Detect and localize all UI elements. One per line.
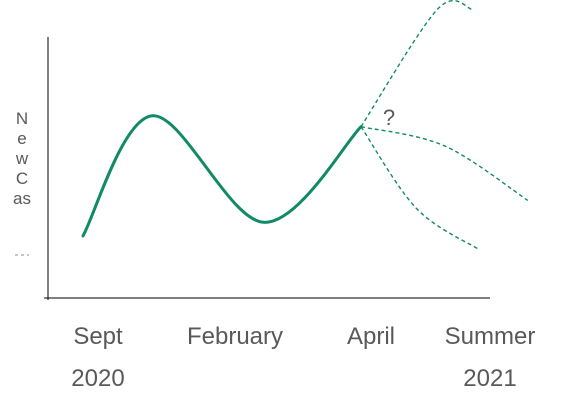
y-axis-label-char: C: [16, 169, 28, 188]
x-tick-label: April: [347, 323, 395, 350]
x-tick-label-year: 2020: [71, 365, 124, 392]
axes: [44, 37, 490, 300]
projection-line-2: [360, 126, 529, 201]
x-tick-label: Sept: [73, 323, 123, 350]
question-annotation: ?: [383, 105, 395, 130]
y-axis-label-char: N: [16, 109, 28, 128]
x-tick-label-year: 2021: [463, 365, 516, 392]
projection-line-3: [360, 126, 480, 251]
series-layer: [81, 0, 529, 251]
x-tick-labels: Sept 2020 February April Summer 2021: [71, 323, 535, 392]
y-axis-label-char: e: [17, 129, 26, 148]
projection-line-1: [360, 0, 473, 128]
x-tick-label: February: [187, 323, 283, 350]
observed-cases-line: [81, 114, 363, 238]
x-tick-label: Summer: [445, 323, 536, 350]
y-axis-label-char: as: [13, 189, 31, 208]
y-axis-label-char: w: [15, 149, 29, 168]
